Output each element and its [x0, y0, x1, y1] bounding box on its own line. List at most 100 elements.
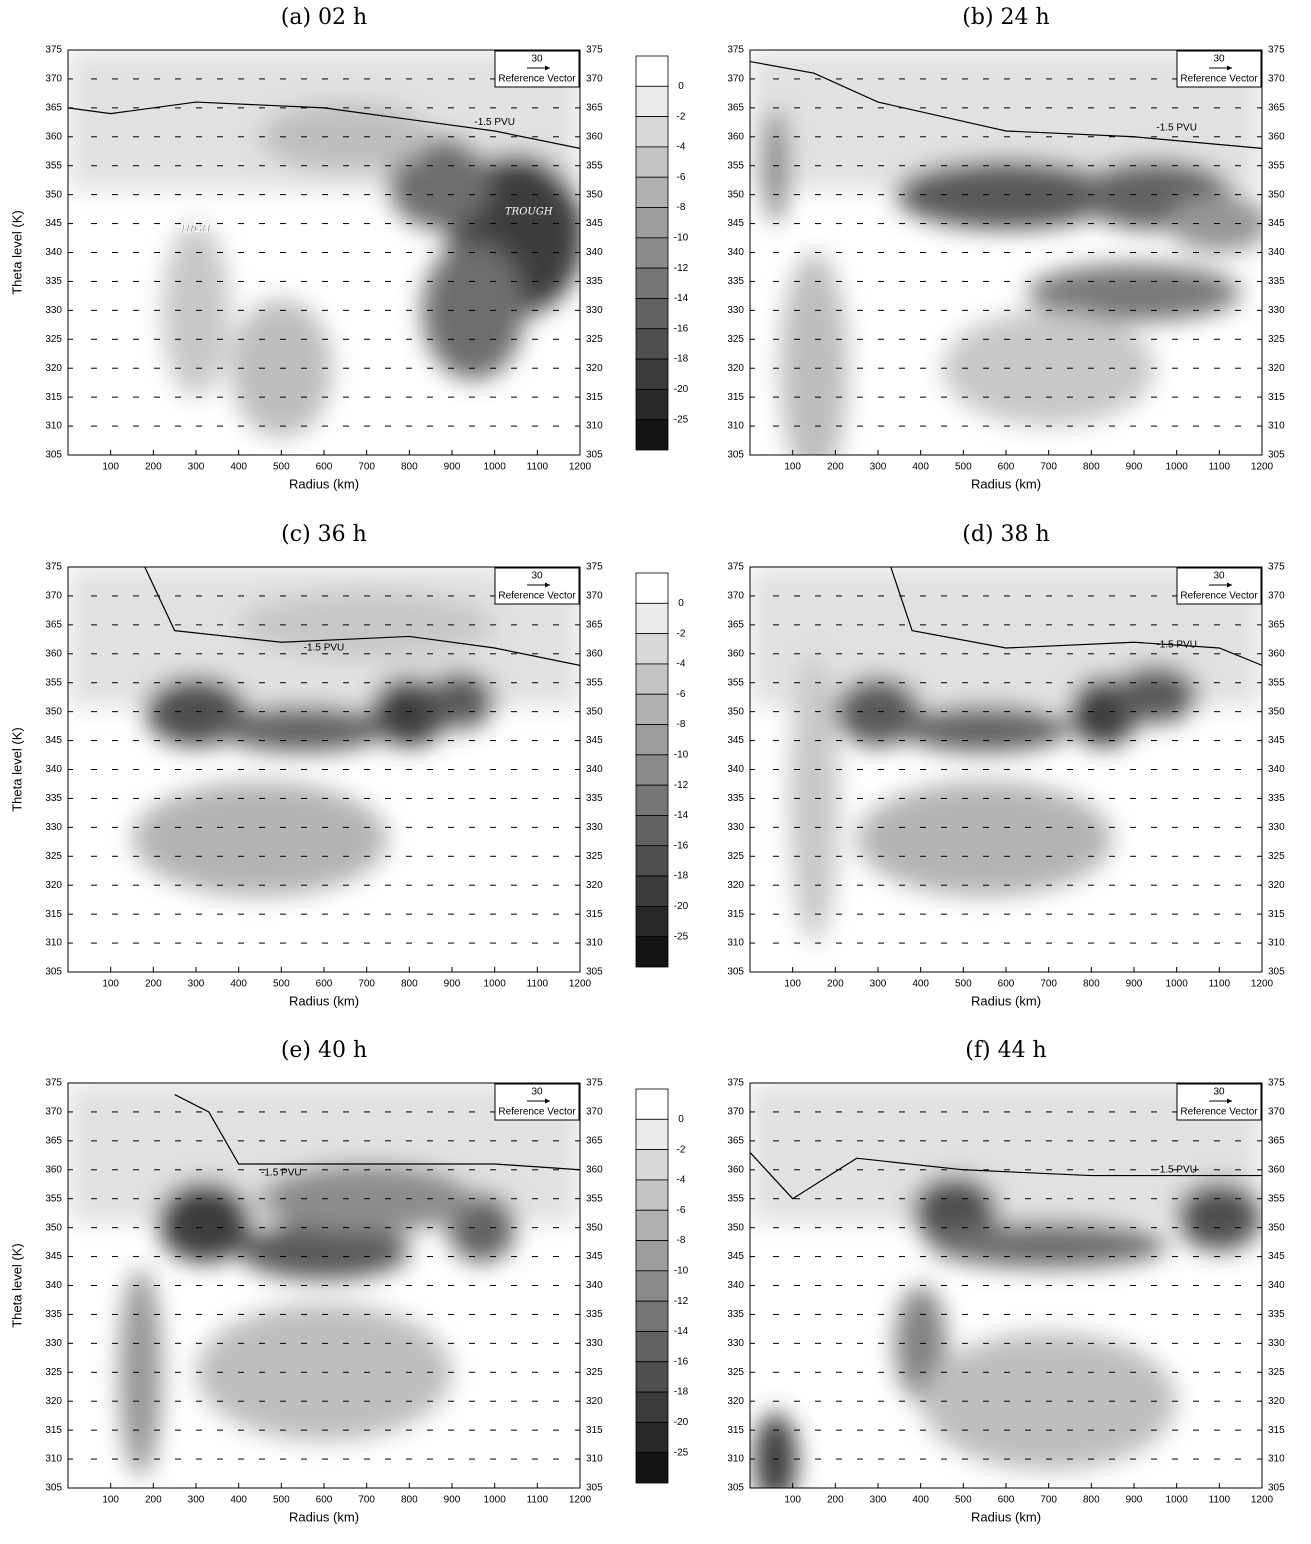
y-tick-label: 335 [45, 793, 62, 804]
y-tick-label-right: 355 [586, 160, 603, 171]
shaded-area [929, 1221, 1169, 1269]
shaded-area [157, 1181, 252, 1263]
y-tick-label: 340 [45, 764, 62, 775]
y-tick-label: 325 [727, 1367, 744, 1378]
y-tick-label-right: 340 [1268, 247, 1285, 258]
colorbar-label: -12 [674, 780, 689, 791]
colorbar-box [635, 875, 669, 907]
x-tick-label: 500 [955, 979, 972, 990]
reference-box [1176, 50, 1262, 88]
y-tick-label-right: 350 [586, 189, 603, 200]
colorbar-box [635, 237, 669, 269]
y-tick-label-right: 335 [1268, 793, 1285, 804]
x-tick-label: 900 [444, 462, 461, 473]
pv-contour [750, 1152, 1262, 1200]
colorbar-box [635, 1300, 669, 1332]
shaded-area [1027, 264, 1241, 322]
y-tick-label: 370 [45, 74, 62, 85]
y-tick-label-right: 315 [586, 909, 603, 920]
reference-label: Reference Vector [498, 591, 576, 602]
y-tick-label: 345 [45, 218, 62, 229]
colorbar-label: -6 [677, 1205, 686, 1216]
x-tick-label: 100 [784, 1495, 801, 1506]
colorbar-box [635, 663, 669, 695]
y-tick-label-right: 360 [1268, 131, 1285, 142]
colorbar-label: 0 [678, 1114, 684, 1125]
panel-title: (a) 02 h [281, 5, 367, 30]
y-tick-label-right: 370 [1268, 591, 1285, 602]
shaded-area [388, 136, 491, 230]
shaded-area [119, 1268, 162, 1477]
y-tick-label-right: 365 [1268, 102, 1285, 113]
colorbar-label: 0 [678, 81, 684, 92]
y-tick-label: 370 [727, 74, 744, 85]
y-tick-label-right: 310 [586, 1454, 603, 1465]
y-tick-label: 360 [727, 1164, 744, 1175]
colorbar-box [635, 116, 669, 148]
x-tick-label: 800 [1083, 462, 1100, 473]
y-tick-label: 335 [727, 1309, 744, 1320]
x-tick-label: 400 [912, 462, 929, 473]
x-tick-label: 1100 [1209, 1495, 1231, 1506]
y-tick-label: 325 [45, 851, 62, 862]
colorbar-box [635, 693, 669, 725]
y-tick-label-right: 310 [586, 421, 603, 432]
y-tick-label: 370 [727, 1107, 744, 1118]
colorbar-box [635, 267, 669, 299]
colorbar-box [635, 1270, 669, 1302]
x-tick-label: 1100 [1209, 462, 1231, 473]
panel: (f) 44 h -1.5 PVU 100 200 300 400 500 600 700 800… [727, 1038, 1285, 1524]
colorbar-box [635, 1240, 669, 1272]
colorbar-box [635, 298, 669, 330]
y-tick-label: 355 [45, 160, 62, 171]
y-tick-label: 310 [727, 1454, 744, 1465]
shaded-area [856, 781, 1113, 897]
shading [68, 567, 580, 944]
pv-contour [750, 60, 1262, 149]
colorbar-label: -18 [674, 1387, 689, 1398]
y-tick-label: 315 [45, 392, 62, 403]
x-tick-label: 300 [188, 1495, 205, 1506]
y-tick-label: 360 [45, 131, 62, 142]
y-tick-label: 335 [727, 793, 744, 804]
colorbar-label: -10 [674, 1265, 689, 1276]
y-tick-label-right: 375 [1268, 562, 1285, 573]
colorbar-box [635, 602, 669, 635]
x-tick-label: 800 [401, 462, 418, 473]
y-tick-label: 315 [45, 909, 62, 920]
x-tick-label: 400 [912, 1495, 929, 1506]
reference-arrowhead [1227, 582, 1232, 588]
x-tick-label: 800 [1083, 979, 1100, 990]
x-tick-label: 600 [998, 979, 1015, 990]
x-tick-label: 700 [358, 462, 375, 473]
x-tick-label: 700 [1040, 1495, 1057, 1506]
colorbar-label: -8 [677, 719, 686, 730]
x-tick-label: 300 [188, 462, 205, 473]
y-tick-label: 305 [45, 967, 62, 978]
y-tick-label: 370 [45, 1107, 62, 1118]
annotation: HIGH [180, 224, 211, 235]
colorbar-label: -20 [674, 1417, 689, 1428]
x-tick-label: 900 [1126, 462, 1143, 473]
y-tick-label: 370 [727, 591, 744, 602]
y-tick-label: 330 [45, 305, 62, 316]
x-tick-label: 1000 [1166, 1495, 1189, 1506]
colorbar-label: -2 [677, 1144, 686, 1155]
colorbar-box [635, 1361, 669, 1393]
colorbar-label: -18 [674, 871, 689, 882]
y-tick-label: 325 [727, 334, 744, 345]
x-tick-label: 200 [827, 979, 844, 990]
y-tick-label: 355 [727, 677, 744, 688]
y-tick-label-right: 330 [1268, 1338, 1285, 1349]
y-tick-label: 305 [45, 450, 62, 461]
y-tick-label: 310 [45, 1454, 62, 1465]
pv-label: -1.5 PVU [304, 643, 345, 654]
shaded-area [1176, 1181, 1262, 1251]
y-tick-label-right: 370 [586, 1107, 603, 1118]
x-tick-label: 1000 [484, 979, 507, 990]
y-tick-label-right: 320 [1268, 880, 1285, 891]
y-tick-label: 375 [45, 562, 62, 573]
y-tick-label-right: 375 [586, 45, 603, 56]
x-tick-label: 300 [188, 979, 205, 990]
